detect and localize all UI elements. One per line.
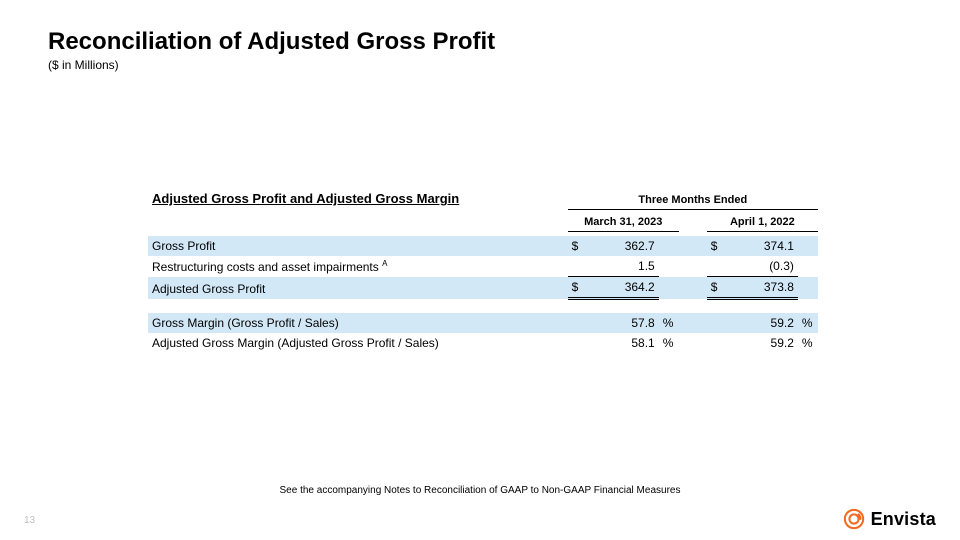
slide: Reconciliation of Adjusted Gross Profit … (0, 0, 960, 540)
cell-value: 57.8 (583, 313, 658, 333)
currency-symbol: $ (707, 236, 723, 256)
row-label: Restructuring costs and asset impairment… (148, 256, 568, 277)
cell-value: 59.2 (723, 313, 798, 333)
period-header: Three Months Ended (568, 188, 818, 209)
percent-symbol: % (659, 313, 679, 333)
currency-symbol: $ (707, 277, 723, 299)
col-2-header: April 1, 2022 (707, 213, 818, 232)
cell-value: 373.8 (723, 277, 798, 299)
percent-symbol: % (798, 313, 818, 333)
page-number: 13 (24, 515, 35, 526)
cell-value: 59.2 (723, 333, 798, 353)
brand-icon (843, 508, 865, 530)
row-label: Adjusted Gross Margin (Adjusted Gross Pr… (148, 333, 568, 353)
row-gross-margin: Gross Margin (Gross Profit / Sales) 57.8… (148, 313, 818, 333)
cell-value: 1.5 (583, 256, 658, 277)
footnote: See the accompanying Notes to Reconcilia… (0, 485, 960, 496)
row-gross-profit: Gross Profit $ 362.7 $ 374.1 (148, 236, 818, 256)
cell-value: 374.1 (723, 236, 798, 256)
section-title: Adjusted Gross Profit and Adjusted Gross… (152, 191, 459, 206)
reconciliation-table: Adjusted Gross Profit and Adjusted Gross… (148, 188, 818, 353)
percent-symbol: % (798, 333, 818, 353)
currency-symbol: $ (568, 277, 584, 299)
brand-name: Envista (871, 509, 936, 530)
page-title: Reconciliation of Adjusted Gross Profit (48, 28, 912, 56)
table-region: Adjusted Gross Profit and Adjusted Gross… (148, 188, 818, 353)
percent-symbol: % (659, 333, 679, 353)
row-adjusted-gross-margin: Adjusted Gross Margin (Adjusted Gross Pr… (148, 333, 818, 353)
brand-logo: Envista (843, 508, 936, 530)
col-1-header: March 31, 2023 (568, 213, 679, 232)
header-row: Adjusted Gross Profit and Adjusted Gross… (148, 188, 818, 209)
row-label: Gross Margin (Gross Profit / Sales) (148, 313, 568, 333)
row-adjusted-gross-profit: Adjusted Gross Profit $ 364.2 $ 373.8 (148, 277, 818, 299)
cell-value: 364.2 (583, 277, 658, 299)
column-headers: March 31, 2023 April 1, 2022 (148, 213, 818, 232)
row-restructuring: Restructuring costs and asset impairment… (148, 256, 818, 277)
row-label: Gross Profit (148, 236, 568, 256)
row-label: Adjusted Gross Profit (148, 277, 568, 299)
subtitle: ($ in Millions) (48, 58, 912, 72)
currency-symbol: $ (568, 236, 584, 256)
cell-value: 58.1 (583, 333, 658, 353)
cell-value: 362.7 (583, 236, 658, 256)
cell-value: (0.3) (723, 256, 798, 277)
